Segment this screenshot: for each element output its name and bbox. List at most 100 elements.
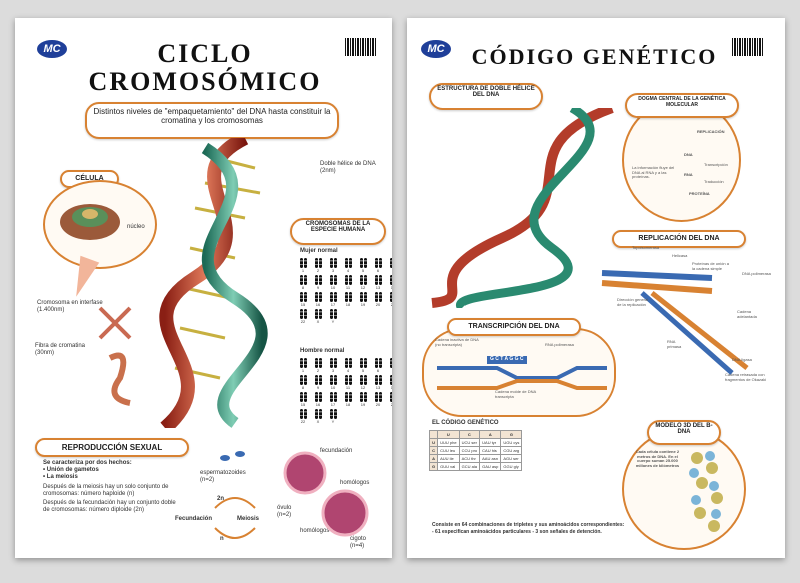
subtitle-box: Distintos niveles de "empaquetamiento" d… bbox=[85, 102, 339, 139]
chromosome-number: 17 bbox=[330, 402, 336, 407]
codon-table: U C A G U UUU phe UCU ser UAU tyr UGU cy… bbox=[428, 430, 523, 471]
codon-col-header: U bbox=[437, 430, 460, 439]
codon-cell: CCU pro bbox=[458, 446, 481, 455]
cycle-meiosis: Meiosis bbox=[237, 516, 260, 522]
rep-helicasa: Helicasa bbox=[672, 253, 688, 258]
codon-row: G GUU val GCU ala GAU asp GGU gly bbox=[428, 462, 523, 471]
fibra-label: Fibra de cromatina (30nm) bbox=[35, 343, 86, 356]
cycle-2n: 2n bbox=[217, 496, 225, 502]
rep-direccion: Dirección general de la replicación bbox=[617, 297, 649, 307]
dogma-rna: RNA bbox=[684, 172, 693, 177]
chromosome-number: X bbox=[316, 319, 320, 324]
chromosome-pair: 5 bbox=[358, 358, 368, 373]
bullet-meiosis: • La meiosis bbox=[43, 473, 78, 480]
mc-logo: MC bbox=[421, 40, 451, 58]
chromosome-pair: 1 bbox=[298, 358, 308, 373]
celula-frame bbox=[43, 180, 157, 269]
codon-row-header: C bbox=[428, 446, 439, 455]
chromosome-number: 22 bbox=[300, 319, 306, 324]
codon-cell: ACU thr bbox=[458, 454, 481, 463]
codon-cell: AAU asn bbox=[479, 454, 502, 463]
chromosome-number: Y bbox=[331, 319, 335, 324]
cycle-fecundacion: Fecundación bbox=[175, 516, 213, 522]
chromosome-number: 4 bbox=[346, 268, 350, 273]
chromosome-pair: 11 bbox=[343, 275, 353, 290]
mc-logo: MC bbox=[37, 40, 67, 58]
chromosome-pair: 11 bbox=[343, 375, 353, 390]
dogma-frame bbox=[622, 98, 741, 222]
codon-cell: AUU ile bbox=[437, 454, 460, 463]
chromosome-pair: Y bbox=[328, 409, 338, 424]
codigo-footer-1: Consiste en 64 combinaciones de triplete… bbox=[432, 522, 625, 528]
cycle-illustration bbox=[214, 451, 369, 539]
chromosome-pair: 10 bbox=[328, 275, 338, 290]
dogma-proteina: PROTEÍNA bbox=[689, 191, 710, 196]
chromosome-number: 21 bbox=[391, 402, 392, 407]
chromosome-number: 11 bbox=[345, 385, 351, 390]
reproduccion-text: Se caracteriza por dos hechos: • Unión d… bbox=[43, 460, 183, 514]
chromosome-number: 1 bbox=[301, 268, 305, 273]
chromosome-pair: 14 bbox=[388, 275, 392, 290]
chromosome-pair: 15 bbox=[298, 292, 308, 307]
chromosome-number: 10 bbox=[330, 385, 336, 390]
codon-row-header: A bbox=[428, 454, 439, 463]
reproduccion-title: REPRODUCCIÓN SEXUAL bbox=[35, 438, 189, 457]
chromosome-pair: 4 bbox=[343, 258, 353, 273]
chromosome-number: 6 bbox=[376, 368, 380, 373]
chromosome-pair: 3 bbox=[328, 358, 338, 373]
homologos1-label: homólogos bbox=[340, 480, 370, 486]
cell-illustration bbox=[60, 204, 120, 240]
chromosome-number: 21 bbox=[391, 302, 392, 307]
estructura-title: ESTRUCTURA DE DOBLE HÉLICE DEL DNA bbox=[429, 83, 543, 110]
fecundacion-top-label: fecundación bbox=[320, 448, 353, 454]
codon-row-header: U bbox=[428, 438, 439, 447]
chromosome-pair: 7 bbox=[388, 258, 392, 273]
chromosome-pair: 6 bbox=[373, 358, 383, 373]
chromosome-number: 5 bbox=[361, 268, 365, 273]
chromosome-pair: 20 bbox=[373, 392, 383, 407]
chromosome-number: 5 bbox=[361, 368, 365, 373]
chromosome-number: 3 bbox=[331, 368, 335, 373]
codon-cell: GAU asp bbox=[479, 462, 502, 471]
chromosome-pair: 22 bbox=[298, 409, 308, 424]
chromosome-pair: 6 bbox=[373, 258, 383, 273]
codon-cell: CUU leu bbox=[437, 446, 460, 455]
chromosome-number: 9 bbox=[316, 385, 320, 390]
chromosome-pair: Y bbox=[328, 309, 338, 324]
bdna-3d-model bbox=[689, 451, 723, 532]
codon-col-header: A bbox=[479, 430, 502, 439]
chromosome-number: Y bbox=[331, 419, 335, 424]
chromosome-pair: 18 bbox=[343, 292, 353, 307]
chromosome-pair: 2 bbox=[313, 258, 323, 273]
chromosome-number: 14 bbox=[391, 385, 392, 390]
chromosome-pair: 17 bbox=[328, 392, 338, 407]
poster-ciclo-cromosomico: MC CICLO CROMOSÓMICO Distintos niveles d… bbox=[15, 18, 392, 558]
chromosome-number: 22 bbox=[300, 419, 306, 424]
chromosome-number: 2 bbox=[316, 268, 320, 273]
chromosome-pair: X bbox=[313, 409, 323, 424]
chromosome-pair: 12 bbox=[358, 275, 368, 290]
rep-primasa: RNA primasa bbox=[667, 339, 682, 349]
chromosome-pair: 16 bbox=[313, 392, 323, 407]
chromosome-number: 6 bbox=[376, 268, 380, 273]
dogma-transcripcion: Transcripción bbox=[704, 162, 728, 167]
chromosome-pair: 7 bbox=[388, 358, 392, 373]
dogma-info: La información fluye del DNA al RNA y a … bbox=[632, 165, 675, 180]
chromosome-pair: 21 bbox=[388, 392, 392, 407]
codigo-footer-2: - 61 especifican aminoácidos particulare… bbox=[432, 529, 602, 535]
transcripcion-title: TRANSCRIPCIÓN DEL DNA bbox=[447, 318, 581, 336]
chromosome-number: 8 bbox=[301, 285, 305, 290]
chromosome-number: 16 bbox=[315, 402, 321, 407]
chromosome-pair: 1 bbox=[298, 258, 308, 273]
chromosome-number: 1 bbox=[301, 368, 305, 373]
codon-row: U UUU phe UCU ser UAU tyr UGU cys bbox=[428, 438, 523, 447]
replicacion-title: REPLICACIÓN DEL DNA bbox=[612, 230, 746, 248]
dogma-traduccion: Traducción bbox=[704, 179, 724, 184]
codon-cell: GUU val bbox=[437, 462, 460, 471]
codon-cell: CAU his bbox=[479, 446, 502, 455]
interfase-label: Cromosoma en interfase (1.400nm) bbox=[37, 300, 103, 313]
codon-corner bbox=[428, 430, 439, 439]
modelo-title: MODELO 3D DEL B-DNA bbox=[647, 420, 721, 445]
codon-cell: UAU tyr bbox=[479, 438, 502, 447]
dna-double-helix bbox=[159, 138, 268, 428]
